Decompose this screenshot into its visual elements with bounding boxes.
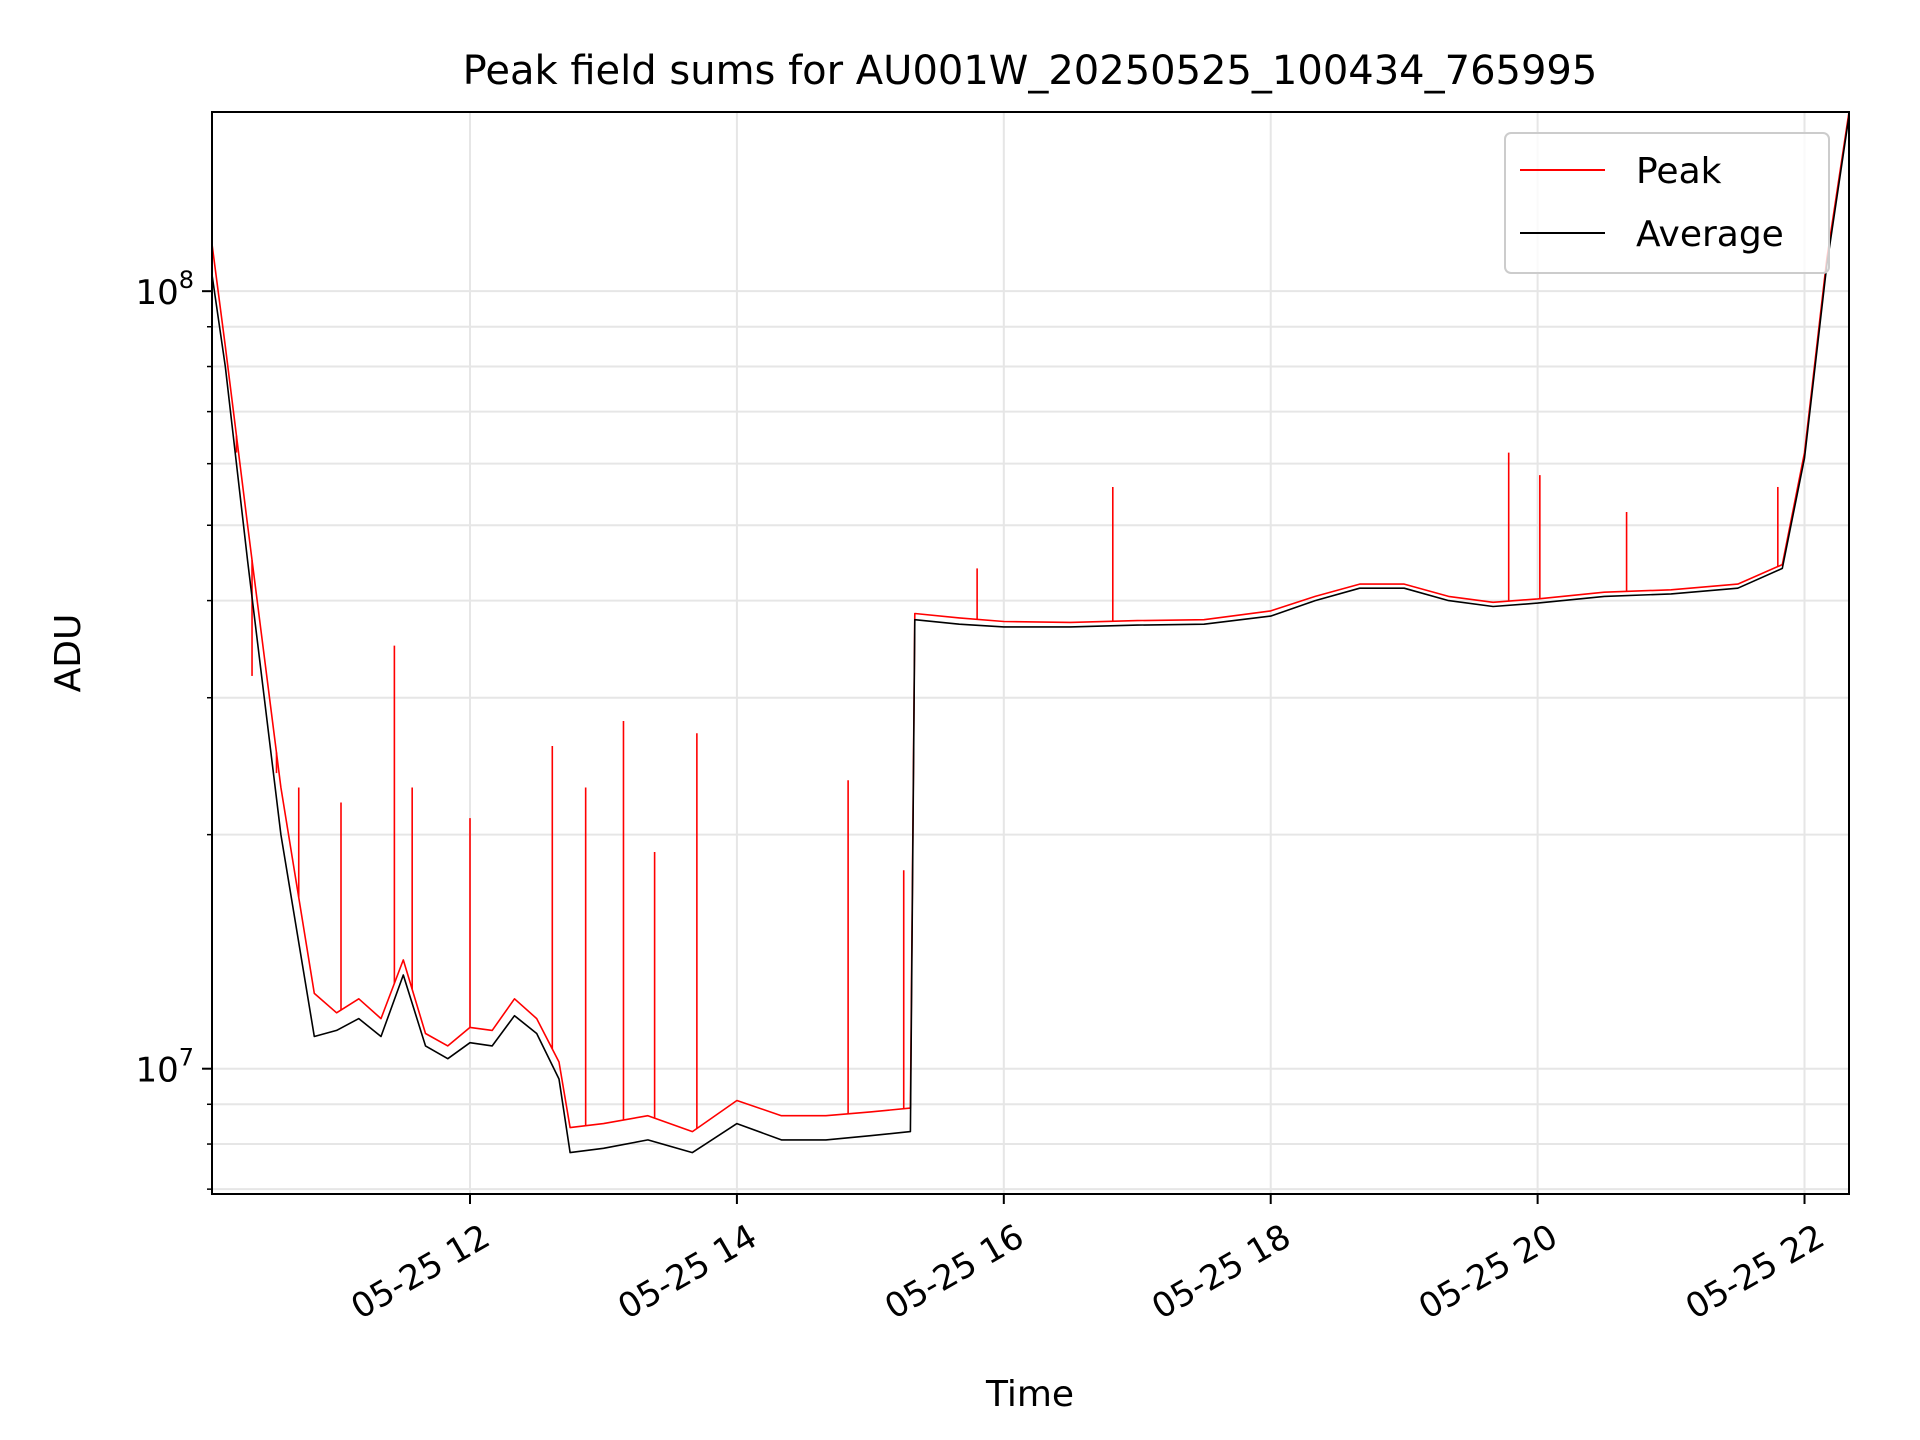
chart-title: Peak field sums for AU001W_20250525_1004… xyxy=(463,48,1598,94)
plot-frame xyxy=(211,111,1850,1195)
legend-box xyxy=(1504,132,1830,274)
x-axis-label: Time xyxy=(985,1374,1074,1415)
y-tick-label: 108 xyxy=(135,266,194,313)
legend-average-label: Average xyxy=(1636,214,1784,255)
y-tick-label: 107 xyxy=(135,1044,194,1091)
y-axis-ticks: 107 108 xyxy=(135,266,212,1190)
y-axis-label: ADU xyxy=(48,614,89,693)
series-peak xyxy=(212,112,1849,1133)
legend: Peak Average xyxy=(1504,132,1830,274)
series-average xyxy=(212,115,1849,1154)
legend-peak-label: Peak xyxy=(1636,151,1722,192)
series-average-line xyxy=(212,115,1849,1154)
series-peak-line xyxy=(212,112,1849,1133)
grid-lines xyxy=(212,112,1849,1194)
series-layer xyxy=(212,112,1849,1154)
